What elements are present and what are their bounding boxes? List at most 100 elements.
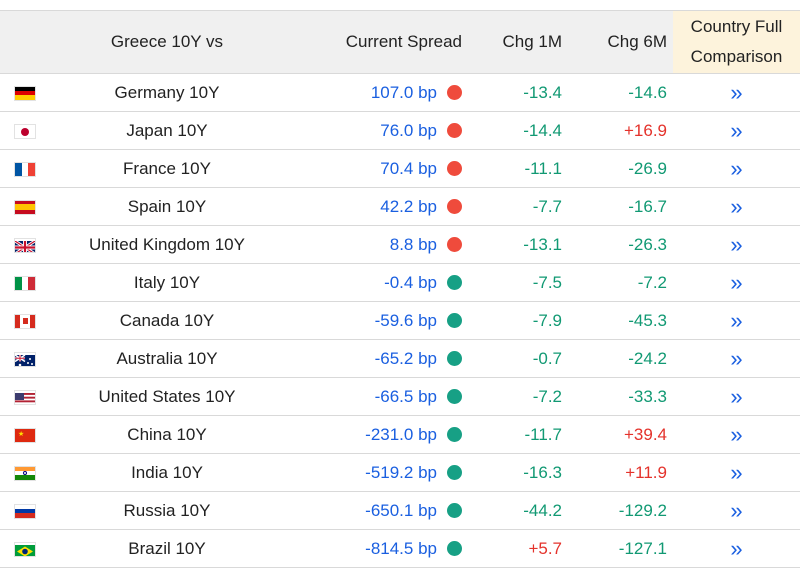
flag-cell	[0, 301, 48, 340]
comparison-cell: »	[673, 73, 800, 112]
comparison-cell: »	[673, 491, 800, 530]
bond-name[interactable]: Australia 10Y	[48, 339, 286, 378]
header-name: Greece 10Y vs	[48, 10, 286, 74]
change-1m-value: -13.1	[474, 225, 574, 264]
table-row[interactable]: Spain 10Y 42.2 bp -7.7 -16.7 »	[0, 187, 800, 226]
change-1m-value: -0.7	[474, 339, 574, 378]
bond-name[interactable]: Italy 10Y	[48, 263, 286, 302]
comparison-cell: »	[673, 339, 800, 378]
change-1m-value: -7.9	[474, 301, 574, 340]
spread-status-dot	[447, 198, 462, 214]
france-flag-icon	[14, 161, 36, 177]
current-spread-value: -519.2 bp	[365, 462, 437, 482]
change-1m-value: -16.3	[474, 453, 574, 492]
current-spread-cell: -0.4 bp	[286, 263, 474, 302]
double-chevron-right-icon[interactable]: »	[730, 497, 743, 523]
bond-name[interactable]: China 10Y	[48, 415, 286, 454]
table-row[interactable]: France 10Y 70.4 bp -11.1 -26.9 »	[0, 149, 800, 188]
bond-spread-table-container: Greece 10Y vs Current Spread Chg 1M Chg …	[0, 10, 800, 568]
double-chevron-right-icon[interactable]: »	[730, 193, 743, 219]
comparison-cell: »	[673, 187, 800, 226]
brazil-flag-icon	[14, 541, 36, 557]
table-row[interactable]: Canada 10Y -59.6 bp -7.9 -45.3 »	[0, 301, 800, 340]
change-6m-value: -129.2	[574, 491, 673, 530]
change-1m-value: -11.7	[474, 415, 574, 454]
current-spread-cell: -65.2 bp	[286, 339, 474, 378]
table-row[interactable]: United Kingdom 10Y 8.8 bp -13.1 -26.3 »	[0, 225, 800, 264]
bond-name[interactable]: Germany 10Y	[48, 73, 286, 112]
bond-name[interactable]: France 10Y	[48, 149, 286, 188]
change-6m-value: -26.3	[574, 225, 673, 264]
flag-cell	[0, 187, 48, 226]
header-chg-6m[interactable]: Chg 6M	[574, 10, 673, 74]
flag-cell	[0, 149, 48, 188]
double-chevron-right-icon[interactable]: »	[730, 231, 743, 257]
flag-cell	[0, 377, 48, 416]
change-1m-value: -7.7	[474, 187, 574, 226]
table-row[interactable]: United States 10Y -66.5 bp -7.2 -33.3 »	[0, 377, 800, 416]
double-chevron-right-icon[interactable]: »	[730, 459, 743, 485]
table-row[interactable]: ★ China 10Y -231.0 bp -11.7 +39.4 »	[0, 415, 800, 454]
current-spread-cell: -519.2 bp	[286, 453, 474, 492]
table-row[interactable]: Russia 10Y -650.1 bp -44.2 -129.2 »	[0, 491, 800, 530]
change-6m-value: -127.1	[574, 529, 673, 568]
header-current-spread[interactable]: Current Spread	[286, 10, 474, 74]
bond-name[interactable]: Russia 10Y	[48, 491, 286, 530]
comparison-cell: »	[673, 301, 800, 340]
change-6m-value: -7.2	[574, 263, 673, 302]
change-1m-value: -14.4	[474, 111, 574, 150]
double-chevron-right-icon[interactable]: »	[730, 345, 743, 371]
change-6m-value: -33.3	[574, 377, 673, 416]
double-chevron-right-icon[interactable]: »	[730, 383, 743, 409]
double-chevron-right-icon[interactable]: »	[730, 535, 743, 561]
bond-name[interactable]: India 10Y	[48, 453, 286, 492]
double-chevron-right-icon[interactable]: »	[730, 79, 743, 105]
current-spread-cell: -66.5 bp	[286, 377, 474, 416]
current-spread-cell: 107.0 bp	[286, 73, 474, 112]
flag-cell	[0, 453, 48, 492]
comparison-cell: »	[673, 415, 800, 454]
double-chevron-right-icon[interactable]: »	[730, 269, 743, 295]
current-spread-cell: -59.6 bp	[286, 301, 474, 340]
table-row[interactable]: Australia 10Y -65.2 bp -0.7 -24.2 »	[0, 339, 800, 378]
bond-name[interactable]: Spain 10Y	[48, 187, 286, 226]
flag-cell	[0, 111, 48, 150]
current-spread-cell: 8.8 bp	[286, 225, 474, 264]
header-flag-cell	[0, 10, 48, 74]
bond-name[interactable]: United Kingdom 10Y	[48, 225, 286, 264]
table-row[interactable]: Brazil 10Y -814.5 bp +5.7 -127.1 »	[0, 529, 800, 568]
double-chevron-right-icon[interactable]: »	[730, 307, 743, 333]
header-comparison-line1: Country Full	[690, 17, 783, 36]
canada-flag-icon	[14, 313, 36, 329]
bond-name[interactable]: Brazil 10Y	[48, 529, 286, 568]
header-chg-1m[interactable]: Chg 1M	[474, 10, 574, 74]
spread-status-dot	[447, 464, 462, 480]
spread-status-dot	[447, 160, 462, 176]
comparison-cell: »	[673, 453, 800, 492]
double-chevron-right-icon[interactable]: »	[730, 421, 743, 447]
bond-name[interactable]: United States 10Y	[48, 377, 286, 416]
current-spread-value: -65.2 bp	[374, 348, 437, 368]
italy-flag-icon	[14, 275, 36, 291]
table-row[interactable]: India 10Y -519.2 bp -16.3 +11.9 »	[0, 453, 800, 492]
spread-status-dot	[447, 122, 462, 138]
double-chevron-right-icon[interactable]: »	[730, 155, 743, 181]
change-1m-value: -44.2	[474, 491, 574, 530]
spain-flag-icon	[14, 199, 36, 215]
spread-status-dot	[447, 540, 462, 556]
flag-cell: ★	[0, 415, 48, 454]
current-spread-value: -59.6 bp	[374, 310, 437, 330]
header-comparison-line2: Comparison	[690, 47, 783, 66]
spread-status-dot	[447, 312, 462, 328]
bond-name[interactable]: Japan 10Y	[48, 111, 286, 150]
table-row[interactable]: Italy 10Y -0.4 bp -7.5 -7.2 »	[0, 263, 800, 302]
table-row[interactable]: Germany 10Y 107.0 bp -13.4 -14.6 »	[0, 73, 800, 112]
current-spread-cell: -231.0 bp	[286, 415, 474, 454]
bond-name[interactable]: Canada 10Y	[48, 301, 286, 340]
table-row[interactable]: Japan 10Y 76.0 bp -14.4 +16.9 »	[0, 111, 800, 150]
change-6m-value: -26.9	[574, 149, 673, 188]
header-country-full-comparison: Country Full Comparison	[673, 10, 800, 74]
double-chevron-right-icon[interactable]: »	[730, 117, 743, 143]
comparison-cell: »	[673, 225, 800, 264]
spread-status-dot	[447, 388, 462, 404]
